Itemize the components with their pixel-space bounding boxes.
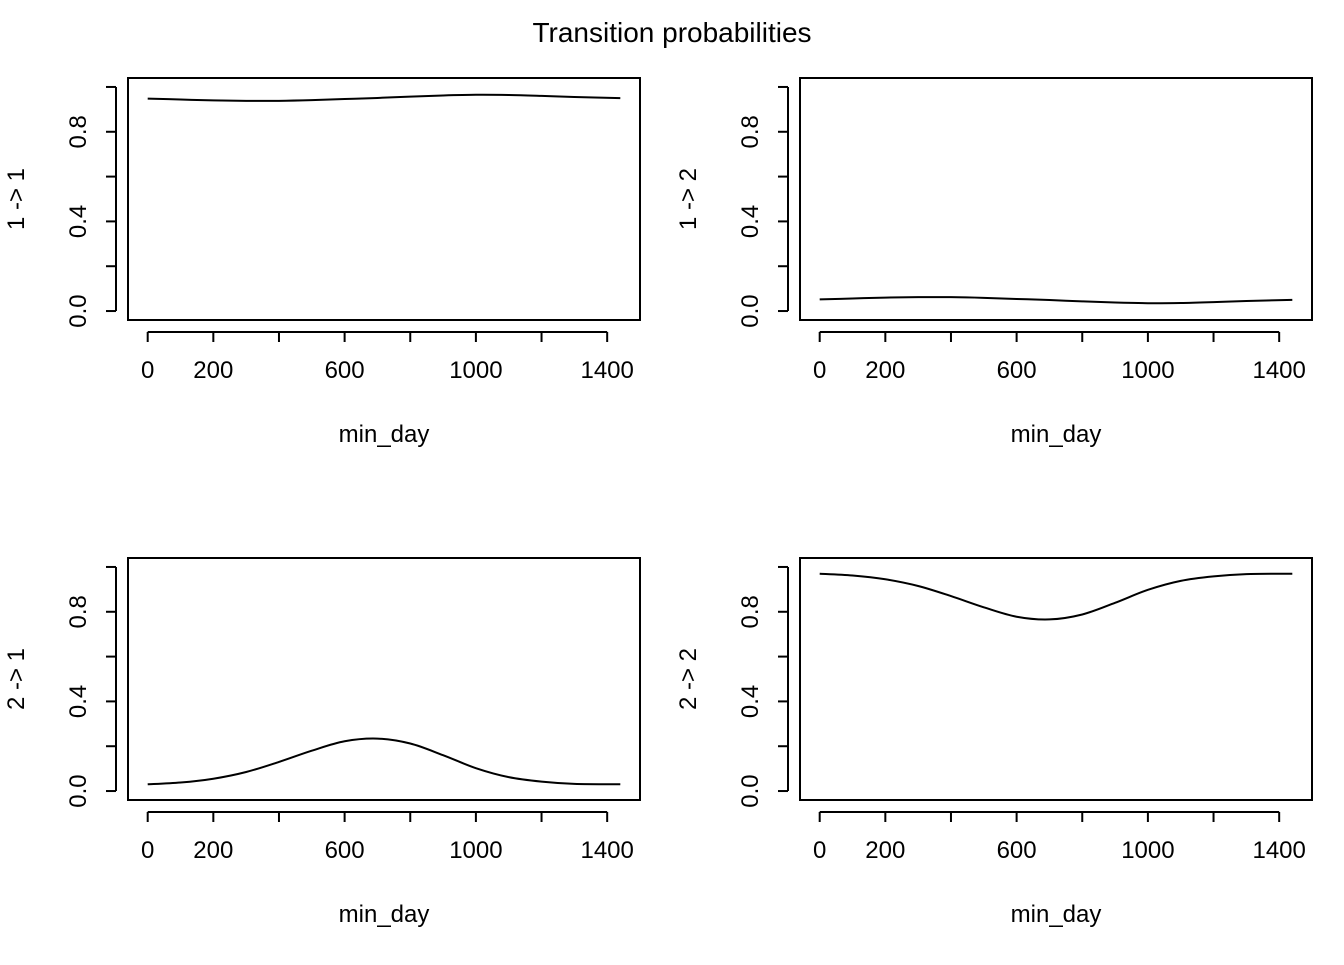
y-tick-label: 0.4: [737, 205, 764, 238]
x-tick-label: 200: [193, 357, 233, 384]
figure-title: Transition probabilities: [532, 17, 811, 48]
x-axis-label: min_day: [339, 901, 430, 928]
x-tick-label: 1000: [1121, 357, 1174, 384]
y-tick-label: 0.0: [65, 294, 92, 327]
x-tick-label: 1000: [1121, 837, 1174, 864]
x-axis-label: min_day: [1011, 421, 1102, 448]
x-tick-label: 1400: [580, 357, 633, 384]
x-axis-label: min_day: [1011, 901, 1102, 928]
y-tick-label: 0.8: [65, 115, 92, 148]
series-line-1-1: [147, 93, 621, 102]
plot-frame: [799, 77, 1313, 321]
y-axis-label: 2 -> 2: [675, 648, 702, 710]
y-tick-label: 0.0: [65, 774, 92, 807]
x-tick-label: 200: [193, 837, 233, 864]
y-axis-label: 1 -> 2: [675, 168, 702, 230]
series-line-2-2: [819, 572, 1293, 621]
x-tick-label: 1400: [1252, 837, 1305, 864]
plot-frame: [799, 557, 1313, 801]
panel-1-1: 0 200 600 1000 1400 0.0 0.4 0.8 min_day 1 -> 1: [3, 77, 641, 448]
plot-frame: [127, 557, 641, 801]
x-tick-label: 600: [325, 357, 365, 384]
x-tick-label: 200: [865, 837, 905, 864]
x-tick-label: 600: [997, 837, 1037, 864]
panel-1-2: 0 200 600 1000 1400 0.0 0.4 0.8 min_day 1 -> 2: [675, 77, 1313, 448]
y-tick-label: 0.8: [737, 115, 764, 148]
y-tick-label: 0.4: [65, 205, 92, 238]
x-tick-label: 0: [141, 357, 154, 384]
x-tick-label: 600: [997, 357, 1037, 384]
panel-2-2: 0 200 600 1000 1400 0.0 0.4 0.8 min_day 2 -> 2: [675, 557, 1313, 928]
x-tick-label: 0: [813, 837, 826, 864]
y-tick-label: 0.4: [737, 685, 764, 718]
x-tick-label: 0: [813, 357, 826, 384]
x-tick-label: 0: [141, 837, 154, 864]
y-tick-label: 0.0: [737, 774, 764, 807]
y-tick-label: 0.8: [65, 595, 92, 628]
x-tick-label: 1000: [449, 837, 502, 864]
chart-panels: 0 200 600 1000 1400 0.0 0.4 0.8 min_day 1 -> 1 0 20…: [3, 77, 1313, 928]
panel-2-1: 0 200 600 1000 1400 0.0 0.4 0.8 min_day 2 -> 1: [3, 557, 641, 928]
y-axis-label: 1 -> 1: [3, 168, 30, 230]
y-tick-label: 0.4: [65, 685, 92, 718]
y-axis-label: 2 -> 1: [3, 648, 30, 710]
y-tick-label: 0.8: [737, 595, 764, 628]
series-line-1-2: [819, 296, 1293, 305]
plot-frame: [127, 77, 641, 321]
x-tick-label: 600: [325, 837, 365, 864]
x-axis-label: min_day: [339, 421, 430, 448]
y-tick-label: 0.0: [737, 294, 764, 327]
x-tick-label: 1000: [449, 357, 502, 384]
series-line-2-1: [147, 737, 621, 786]
x-tick-label: 1400: [1252, 357, 1305, 384]
x-tick-label: 200: [865, 357, 905, 384]
x-tick-label: 1400: [580, 837, 633, 864]
